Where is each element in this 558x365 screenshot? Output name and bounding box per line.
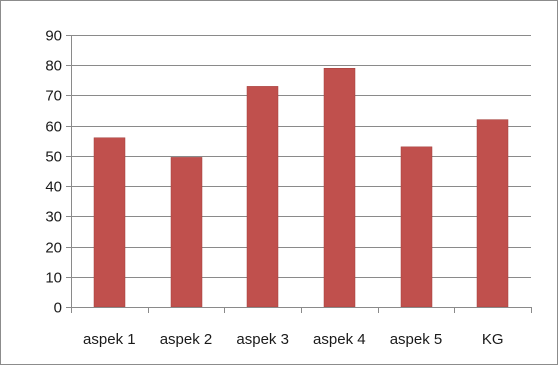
x-tick-label: aspek 4 (313, 331, 366, 348)
axes (66, 35, 532, 313)
y-tick-label: 80 (45, 58, 62, 75)
x-tick-label: aspek 2 (160, 331, 213, 348)
y-tick-label: 10 (45, 270, 62, 287)
y-tick-label: 60 (45, 119, 62, 136)
bar-kg (476, 119, 509, 308)
bar-aspek-1 (93, 137, 126, 308)
bars (93, 67, 509, 308)
x-tick-label: aspek 3 (236, 331, 289, 348)
y-tick-label: 20 (45, 240, 62, 257)
x-tick-label: aspek 5 (390, 331, 443, 348)
bar-aspek-5 (400, 146, 433, 308)
y-tick-label: 30 (45, 209, 62, 226)
y-tick-labels: 0 10 20 30 40 50 60 70 80 90 (45, 28, 62, 317)
y-tick-label: 40 (45, 179, 62, 196)
y-tick-label: 90 (45, 28, 62, 45)
y-tick-label: 0 (54, 300, 62, 317)
x-tick-label: KG (482, 331, 504, 348)
bar-aspek-4 (323, 67, 356, 308)
gridlines (71, 35, 531, 278)
y-tick-label: 50 (45, 149, 62, 166)
x-tick-labels: aspek 1 aspek 2 aspek 3 aspek 4 aspek 5 KG (83, 331, 503, 348)
y-tick-label: 70 (45, 88, 62, 105)
bar-aspek-2 (170, 157, 203, 308)
bar-aspek-3 (246, 86, 279, 308)
x-tick-label: aspek 1 (83, 331, 136, 348)
